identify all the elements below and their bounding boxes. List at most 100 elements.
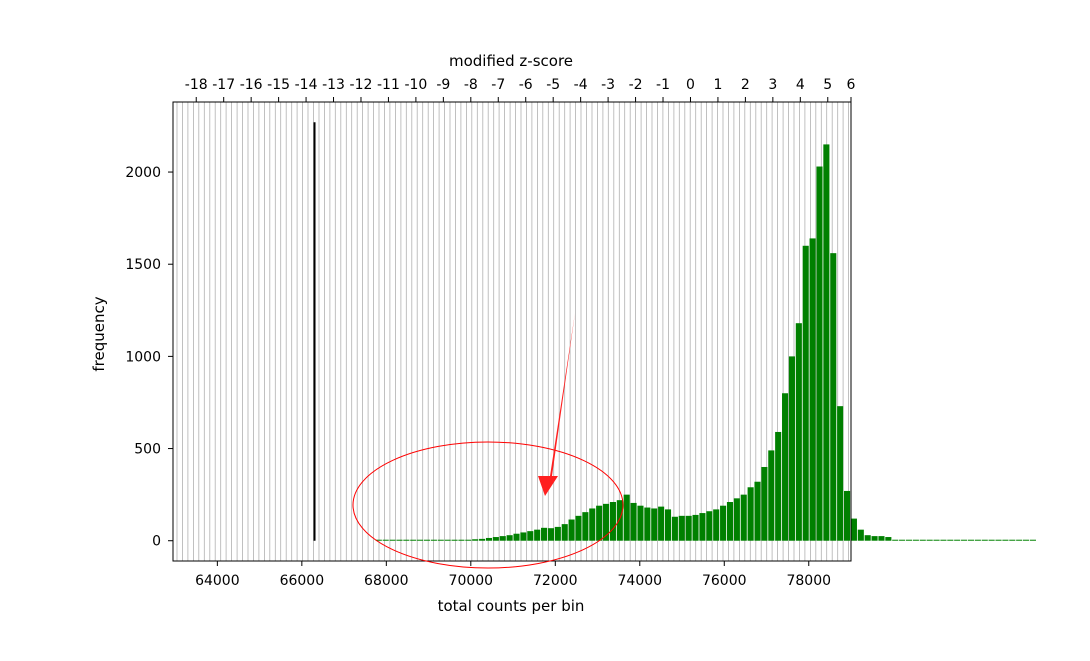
histogram-bar bbox=[940, 539, 947, 541]
histogram-bar bbox=[775, 431, 782, 541]
histogram-bar bbox=[417, 539, 424, 541]
histogram-bar bbox=[933, 539, 940, 541]
histogram-bar bbox=[1002, 539, 1009, 541]
histogram-bar bbox=[809, 238, 816, 541]
top-tick-label: -8 bbox=[464, 77, 478, 93]
histogram-bar bbox=[561, 524, 568, 541]
histogram-bar bbox=[671, 516, 678, 541]
histogram-bar bbox=[974, 539, 981, 541]
x-axis-label: total counts per bin bbox=[438, 597, 585, 615]
histogram-bar bbox=[499, 536, 506, 541]
histogram-bar bbox=[967, 539, 975, 541]
histogram-bar bbox=[403, 539, 410, 541]
x-tick-label: 76000 bbox=[702, 573, 747, 589]
y-tick-label: 2000 bbox=[125, 165, 161, 181]
histogram-bar bbox=[568, 519, 575, 541]
y-tick-label: 1500 bbox=[125, 257, 161, 273]
top-tick-label: 6 bbox=[847, 77, 856, 93]
top-tick-label: -11 bbox=[377, 77, 400, 93]
histogram-bar bbox=[837, 406, 844, 541]
histogram-bar bbox=[795, 323, 802, 541]
histogram-bar bbox=[947, 539, 954, 541]
histogram-bar bbox=[589, 508, 596, 541]
histogram-bar bbox=[905, 539, 913, 541]
top-tick-label: 4 bbox=[796, 77, 805, 93]
histogram-bar bbox=[602, 503, 610, 541]
histogram-bar bbox=[437, 539, 444, 541]
x-tick-label: 68000 bbox=[364, 573, 409, 589]
histogram-bar bbox=[1009, 539, 1016, 541]
top-tick-label: -10 bbox=[404, 77, 427, 93]
histogram-bar bbox=[843, 490, 851, 541]
histogram-bar bbox=[892, 539, 899, 541]
annotation-ellipse bbox=[352, 441, 624, 569]
histogram-bar bbox=[485, 537, 493, 541]
top-tick-label: 5 bbox=[823, 77, 832, 93]
histogram-bar bbox=[547, 528, 554, 541]
y-tick-label: 500 bbox=[134, 442, 161, 458]
x-tick-label: 64000 bbox=[195, 573, 240, 589]
top-tick-label: -13 bbox=[322, 77, 345, 93]
top-axis-label: modified z-score bbox=[449, 52, 573, 70]
histogram-bar bbox=[878, 536, 885, 541]
histogram-bar bbox=[706, 511, 713, 541]
histogram-bar bbox=[981, 539, 988, 541]
histogram-bar bbox=[596, 505, 603, 541]
histogram-bar bbox=[692, 514, 699, 541]
histogram-bar bbox=[658, 506, 665, 541]
histogram-bar bbox=[912, 539, 919, 541]
histogram-bar bbox=[995, 539, 1002, 541]
histogram-bar bbox=[850, 518, 857, 541]
top-tick-label: -18 bbox=[185, 77, 208, 93]
histogram-bar bbox=[830, 253, 837, 541]
x-tick-label: 74000 bbox=[618, 573, 663, 589]
histogram-bar bbox=[926, 539, 933, 541]
histogram-bar bbox=[761, 466, 768, 541]
annotation bbox=[352, 313, 624, 569]
histogram-bar bbox=[520, 532, 527, 541]
histogram-bar bbox=[726, 502, 734, 541]
histogram-bar bbox=[782, 393, 789, 541]
histogram-bar bbox=[885, 537, 892, 541]
histogram-bar bbox=[1016, 539, 1023, 541]
top-tick-label: 2 bbox=[741, 77, 750, 93]
histogram-bar bbox=[664, 509, 672, 541]
histogram-bar bbox=[396, 539, 403, 541]
histogram-bar bbox=[988, 539, 995, 541]
x-tick-label: 66000 bbox=[280, 573, 325, 589]
histogram-bar bbox=[375, 539, 382, 541]
top-tick-label: -2 bbox=[629, 77, 643, 93]
histogram-bar bbox=[465, 539, 472, 541]
top-tick-label: 3 bbox=[768, 77, 777, 93]
top-tick-label: -7 bbox=[491, 77, 505, 93]
histogram-bar bbox=[444, 539, 451, 541]
histogram-bar bbox=[479, 538, 486, 541]
histogram-bar bbox=[637, 505, 644, 541]
top-tick-label: -1 bbox=[656, 77, 670, 93]
top-tick-label: -4 bbox=[574, 77, 588, 93]
top-tick-label: -15 bbox=[267, 77, 290, 93]
histogram-bar bbox=[699, 513, 706, 541]
histogram-bar bbox=[768, 450, 775, 541]
histogram-bar bbox=[740, 494, 747, 541]
histogram-bar bbox=[678, 515, 685, 541]
histogram-bar bbox=[919, 539, 926, 541]
histogram-bar bbox=[1029, 539, 1036, 541]
top-tick-label: 0 bbox=[686, 77, 695, 93]
histogram-bar bbox=[506, 535, 513, 541]
histogram-bar bbox=[816, 166, 823, 541]
histogram-bar bbox=[410, 539, 417, 541]
histogram-bar bbox=[430, 539, 437, 541]
histogram-bar bbox=[857, 529, 864, 541]
histogram-bar bbox=[747, 487, 754, 541]
histogram-bar bbox=[554, 526, 561, 541]
histogram-bar bbox=[575, 515, 582, 541]
histogram-bar bbox=[871, 536, 878, 541]
histogram-bar bbox=[651, 508, 658, 541]
x-tick-label: 70000 bbox=[449, 573, 494, 589]
histogram-bar bbox=[1023, 539, 1030, 541]
histogram-bar bbox=[864, 535, 871, 541]
histogram-bars bbox=[375, 144, 1036, 541]
histogram-bar bbox=[582, 512, 589, 541]
